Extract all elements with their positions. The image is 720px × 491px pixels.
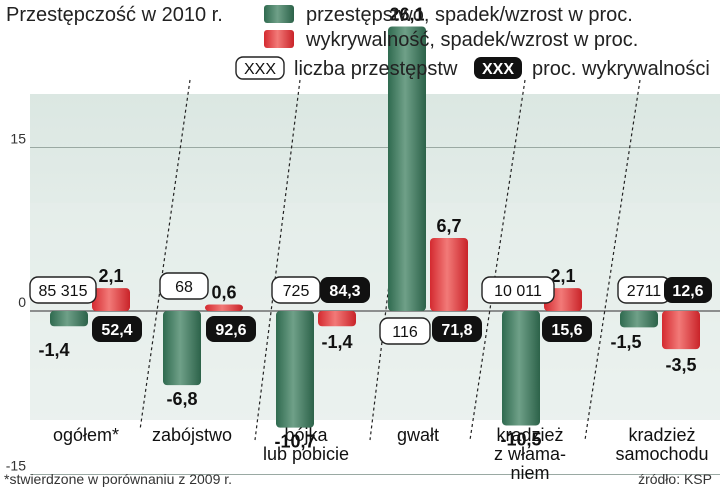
bar-detection: [662, 311, 700, 350]
count-value: 116: [392, 324, 418, 341]
bar-crimes: [502, 311, 540, 426]
legend-count-sample: XXX: [244, 61, 276, 78]
bar-crimes: [620, 311, 658, 328]
category-label: samochodu: [615, 444, 708, 464]
value-label-detection: 2,1: [98, 266, 123, 286]
chart-title: Przestępczość w 2010 r.: [6, 4, 223, 26]
y-tick-label: 15: [10, 131, 26, 147]
count-box: [29, 276, 97, 304]
value-label-detection: 6,7: [436, 216, 461, 236]
category-label: gwałt: [397, 425, 439, 445]
rate-box: [542, 316, 592, 342]
bar-crimes: [388, 26, 426, 311]
count-value: 2711: [627, 283, 662, 300]
rate-value: 52,4: [101, 322, 132, 339]
rate-value: 15,6: [551, 322, 582, 339]
y-axis-ticks: 30150-15: [6, 131, 26, 474]
legend-count-box: [235, 56, 285, 80]
legend-rate-box: [474, 57, 522, 79]
rate-box: [432, 316, 482, 342]
category-label: z włama-: [494, 444, 566, 464]
rate-value: 12,6: [672, 283, 703, 300]
category-label: lub pobicie: [263, 444, 349, 464]
rate-box: [320, 277, 370, 303]
rate-value: 92,6: [215, 322, 246, 339]
bars: [50, 26, 700, 428]
legend-swatch-crimes: [264, 5, 294, 23]
category-separator: [469, 79, 526, 441]
value-labels: -1,4 2,1 -6,8 0,6 -10,7 -1,4 26,1 6,7 -10,5 2,1 -1…: [38, 5, 696, 452]
bar-detection: [430, 237, 468, 311]
value-label-detection: 2,1: [550, 266, 575, 286]
rate-value: 84,3: [329, 283, 360, 300]
legend-count-label: liczba przestępstw: [294, 58, 458, 80]
bar-detection: [318, 311, 356, 327]
legend-label-detection: wykrywalność, spadek/wzrost w proc.: [305, 29, 638, 51]
category-label: kradzież: [628, 425, 695, 445]
y-tick-label: 0: [18, 294, 26, 310]
rate-value: 71,8: [441, 322, 472, 339]
category-label: niem: [510, 463, 549, 483]
count-box: [481, 276, 555, 304]
value-label-detection: -3,5: [665, 355, 696, 375]
rate-box: [92, 316, 142, 342]
gridlines: [30, 147, 720, 475]
count-value: 68: [175, 279, 193, 296]
bar-crimes: [276, 311, 314, 428]
count-box: [379, 317, 431, 345]
count-value: 725: [283, 283, 310, 300]
source: źródło: KSP: [638, 471, 712, 487]
legend-rate-label: proc. wykrywalności: [532, 58, 710, 80]
value-label-crimes: -1,4: [38, 340, 69, 360]
category-separator: [254, 79, 301, 441]
legend-label-crimes: przestępstwo, spadek/wzrost w proc.: [306, 4, 633, 26]
category-separator: [139, 79, 191, 431]
rate-box: [206, 316, 256, 342]
legend-rate-sample: XXX: [482, 61, 514, 78]
count-value: 85 315: [39, 283, 88, 300]
footnote: *stwierdzone w porównaniu z 2009 r.: [4, 471, 232, 487]
bar-detection: [92, 288, 130, 311]
y-tick-label: -15: [6, 458, 26, 474]
bar-detection: [205, 304, 243, 311]
category-separator: [584, 79, 641, 441]
value-label-crimes: -6,8: [166, 389, 197, 409]
category-label: ogółem*: [53, 425, 119, 445]
count-box: [159, 272, 209, 300]
bar-crimes: [163, 311, 201, 386]
category-label: bójka: [284, 425, 328, 445]
value-label-detection: -1,4: [321, 332, 352, 352]
count-rate-boxes: 85 315 68 725 116 10 011 2711 52,4 92,6 84,3 71,8…: [29, 272, 712, 345]
value-label-crimes: -1,5: [610, 332, 641, 352]
count-value: 10 011: [494, 283, 542, 300]
legend-swatch-detection: [264, 30, 294, 48]
value-label-detection: 0,6: [211, 282, 236, 302]
value-label-crimes: -10,5: [500, 429, 541, 449]
bar-crimes: [50, 311, 88, 327]
category-label: kradzież: [496, 425, 563, 445]
category-label: zabójstwo: [152, 425, 232, 445]
rate-box: [664, 277, 712, 303]
value-label-crimes: -10,7: [274, 432, 315, 452]
value-label-crimes: 26,1: [389, 5, 424, 25]
